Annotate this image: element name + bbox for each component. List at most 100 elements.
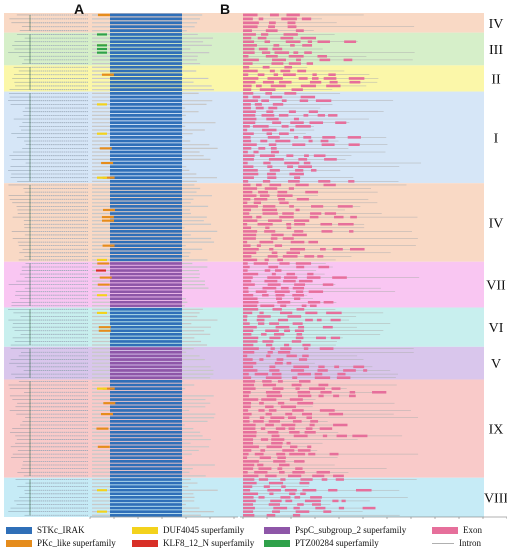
kinase-domain <box>110 470 182 474</box>
exon-block <box>264 258 269 262</box>
exon-block <box>243 286 249 290</box>
kinase-domain <box>110 467 182 471</box>
kinase-domain <box>110 409 182 412</box>
exon-block <box>323 77 337 80</box>
exon-block <box>262 293 269 297</box>
exon-block <box>280 311 293 315</box>
exon-block <box>243 99 258 102</box>
exon-block <box>261 333 267 336</box>
exon-block <box>243 201 248 205</box>
exon-block <box>243 467 254 470</box>
exon-block <box>243 154 255 157</box>
exon-block <box>295 183 309 187</box>
exon-block <box>295 29 304 33</box>
exon-block <box>293 51 299 54</box>
exon-block <box>280 36 294 40</box>
exon-block <box>349 394 356 398</box>
exon-block <box>243 262 248 265</box>
exon-block <box>279 463 290 467</box>
exon-block <box>286 13 300 17</box>
exon-block <box>302 343 311 347</box>
kinase-domain <box>110 376 182 380</box>
exon-block <box>286 441 291 445</box>
exon-block <box>243 208 251 212</box>
exon-block <box>284 65 293 69</box>
exon-block <box>273 333 285 336</box>
exon-block <box>305 427 313 430</box>
exon-block <box>287 474 302 478</box>
kinase-domain <box>110 132 182 136</box>
exon-block <box>275 427 286 430</box>
legend-item-duf4045: DUF4045 superfamily <box>132 524 244 536</box>
kinase-domain <box>110 369 182 372</box>
legend-swatch <box>432 526 458 534</box>
exon-block <box>253 201 261 205</box>
exon-block <box>258 190 268 194</box>
exon-block <box>281 99 287 102</box>
exon-block <box>252 125 269 128</box>
kinase-domain <box>110 332 182 336</box>
exon-block <box>305 318 313 322</box>
exon-block <box>271 434 280 438</box>
exon-block <box>329 452 339 456</box>
exon-block <box>264 269 271 272</box>
exon-block <box>243 394 249 398</box>
exon-block <box>285 40 301 43</box>
exon-block <box>298 279 313 283</box>
exon-block <box>243 190 253 194</box>
exon-block <box>256 84 262 88</box>
exon-block <box>328 114 338 117</box>
exon-block <box>253 262 268 265</box>
exon-block <box>243 383 255 387</box>
pkc-like-domain <box>99 147 112 150</box>
kinase-domain <box>110 265 182 269</box>
kinase-domain <box>110 513 182 517</box>
exon-block <box>350 215 357 219</box>
exon-block <box>348 77 365 80</box>
exon-block <box>288 62 301 65</box>
exon-block <box>262 65 270 69</box>
exon-block <box>284 488 297 492</box>
exon-block <box>243 55 249 58</box>
exon-block <box>258 47 268 51</box>
exon-block <box>294 283 306 286</box>
exon-block <box>268 219 282 222</box>
exon-block <box>243 449 252 452</box>
exon-block <box>335 478 344 481</box>
exon-block <box>243 143 257 146</box>
exon-block <box>258 17 264 21</box>
exon-block <box>296 265 305 269</box>
exon-block <box>294 297 301 300</box>
exon-block <box>259 240 274 244</box>
exon-block <box>243 80 256 84</box>
exon-block <box>243 391 251 394</box>
legend-swatch <box>6 539 32 547</box>
kinase-domain <box>110 17 182 21</box>
exon-block <box>313 154 326 157</box>
kinase-domain <box>110 244 182 248</box>
exon-block <box>261 99 269 102</box>
exon-block <box>243 471 248 474</box>
exon-block <box>273 73 279 77</box>
exon-block <box>243 183 251 187</box>
exon-block <box>296 308 305 311</box>
exon-block <box>270 499 282 503</box>
kinase-domain <box>110 452 182 456</box>
exon-block <box>243 343 254 347</box>
legend-label: DUF4045 superfamily <box>163 525 245 535</box>
exon-block <box>281 286 289 290</box>
kinase-domain <box>110 139 182 143</box>
exon-block <box>243 51 255 54</box>
exon-block <box>260 139 268 143</box>
exon-block <box>270 347 275 350</box>
exon-block <box>260 304 275 308</box>
clade-label: IV <box>489 216 504 231</box>
exon-block <box>243 139 252 143</box>
exon-block <box>279 132 289 135</box>
exon-block <box>243 358 253 361</box>
exon-block <box>288 110 296 113</box>
panel-b-gene-structures <box>243 13 422 517</box>
exon-block <box>269 369 280 372</box>
duf4045-domain <box>97 311 107 314</box>
exon-block <box>265 474 277 478</box>
